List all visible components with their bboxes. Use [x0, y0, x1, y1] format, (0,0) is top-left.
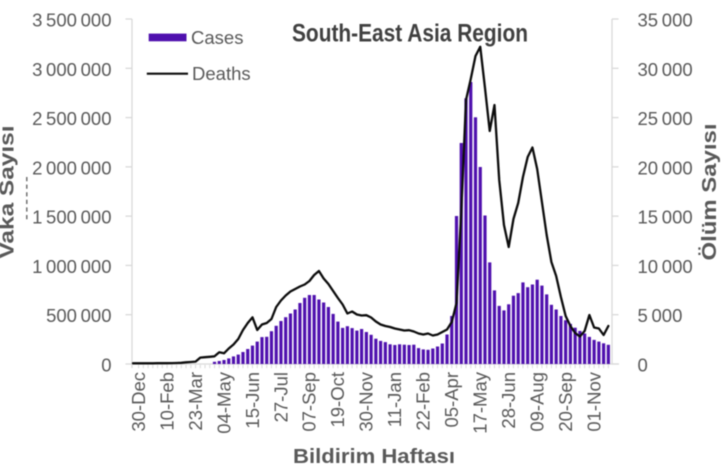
svg-text:0: 0	[638, 355, 648, 376]
svg-text:3 000 000: 3 000 000	[32, 59, 111, 80]
svg-text:2 000 000: 2 000 000	[32, 157, 111, 178]
svg-text:25 000: 25 000	[638, 108, 693, 129]
svg-text:20-Sep: 20-Sep	[555, 372, 576, 432]
svg-text:15-Jun: 15-Jun	[242, 372, 263, 429]
svg-text:09-Aug: 09-Aug	[526, 372, 547, 432]
svg-text:17-May: 17-May	[470, 371, 491, 433]
svg-text:1 000 000: 1 000 000	[32, 256, 111, 277]
svg-text:01-Nov: 01-Nov	[583, 371, 604, 431]
svg-text:0: 0	[101, 355, 111, 376]
svg-text:22-Feb: 22-Feb	[413, 372, 434, 431]
svg-text:04-May: 04-May	[213, 371, 234, 433]
svg-text:07-Sep: 07-Sep	[299, 372, 320, 432]
svg-text:10 000: 10 000	[638, 256, 693, 277]
svg-text:30-Dec: 30-Dec	[128, 372, 149, 432]
svg-text:Deaths: Deaths	[192, 63, 251, 84]
svg-text:23-Mar: 23-Mar	[185, 372, 206, 431]
svg-text:19-Oct: 19-Oct	[327, 372, 348, 428]
svg-text:South-East Asia Region: South-East Asia Region	[292, 20, 528, 48]
svg-text:35 000: 35 000	[638, 10, 693, 31]
svg-text:20 000: 20 000	[638, 157, 693, 178]
svg-text:28-Jun: 28-Jun	[498, 372, 519, 429]
svg-text:Ölüm Sayısı: Ölüm Sayısı	[698, 124, 721, 261]
svg-text:30-Nov: 30-Nov	[356, 371, 377, 431]
svg-text:05-Apr: 05-Apr	[441, 372, 462, 428]
svg-text:5 000: 5 000	[638, 305, 683, 326]
svg-text:2 500 000: 2 500 000	[32, 108, 111, 129]
svg-text:Bildirim Haftası: Bildirim Haftası	[293, 446, 455, 468]
svg-text:15 000: 15 000	[638, 207, 693, 228]
svg-text:Vaka Sayısı: Vaka Sayısı	[0, 126, 19, 259]
svg-text:3 500 000: 3 500 000	[32, 10, 111, 31]
svg-text:10-Feb: 10-Feb	[156, 372, 177, 431]
svg-text:27-Jul: 27-Jul	[270, 372, 291, 422]
svg-text:500 000: 500 000	[46, 305, 111, 326]
svg-text:11-Jan: 11-Jan	[384, 372, 405, 427]
svg-text:30 000: 30 000	[638, 59, 693, 80]
svg-text:1 500 000: 1 500 000	[32, 207, 111, 228]
svg-text:Cases: Cases	[191, 27, 243, 48]
